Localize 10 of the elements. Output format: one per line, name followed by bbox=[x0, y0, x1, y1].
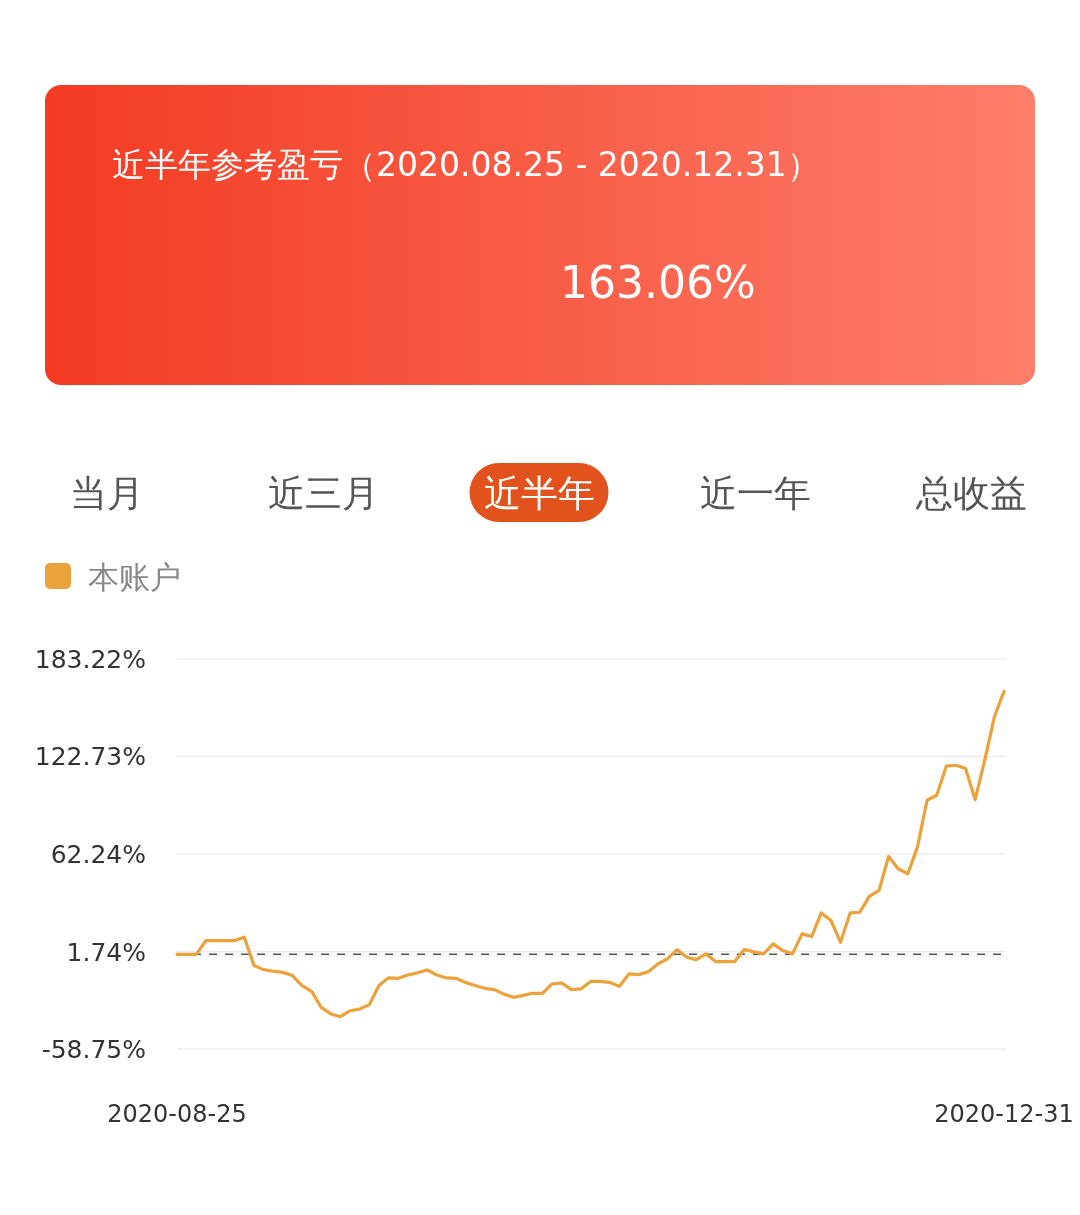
ytick: 122.73% bbox=[34, 742, 146, 772]
ytick: 62.24% bbox=[50, 840, 146, 869]
subtitle: 163.06% bbox=[560, 257, 756, 308]
xtick: 2020-08-25 bbox=[107, 1100, 247, 1128]
xtick: 2020-12-31 bbox=[934, 1100, 1074, 1128]
ytick: 183.22% bbox=[34, 645, 146, 674]
ytick: 1.74% bbox=[66, 937, 146, 967]
legend-label: 本账户 bbox=[88, 559, 181, 595]
ytick: -58.75% bbox=[41, 1035, 146, 1064]
title: 近半年参考盈亏（2020.08.25 - 2020.12.31） bbox=[112, 145, 820, 184]
